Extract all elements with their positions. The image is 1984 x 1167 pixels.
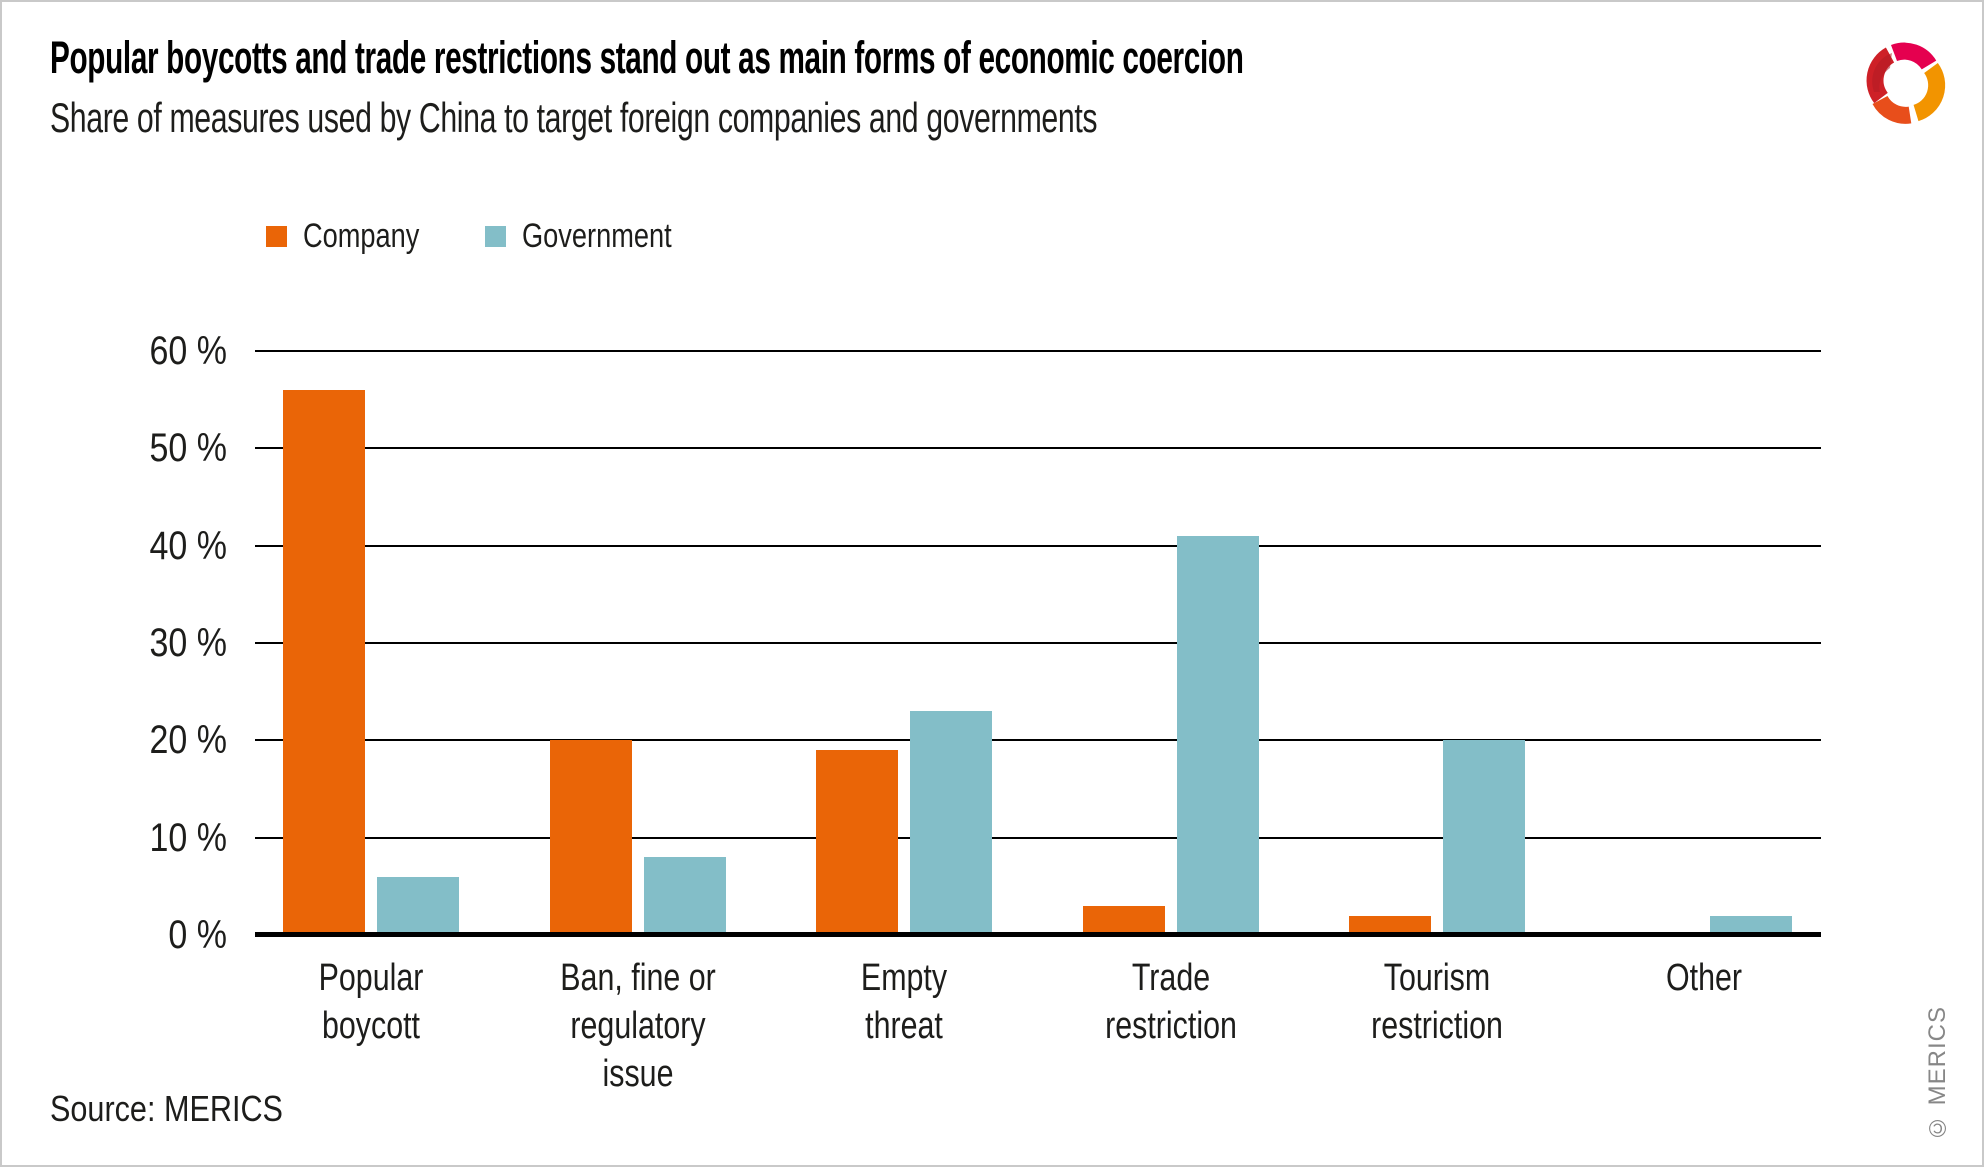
gridline-20 [255, 739, 1821, 742]
chart-title: Popular boycotts and trade restrictions … [50, 32, 1244, 83]
gridline-30 [255, 642, 1821, 644]
bar-company-1 [283, 390, 365, 935]
plot-area [255, 350, 1821, 937]
bar-government-5 [1443, 740, 1526, 935]
y-axis-label-50: 50 % [149, 426, 227, 471]
bar-government-4 [1176, 536, 1259, 935]
legend-swatch-government [485, 225, 506, 247]
bar-group-1 [283, 351, 459, 935]
gridline-10 [255, 836, 1821, 839]
bar-group-4 [1082, 351, 1259, 935]
bar-company-2 [549, 740, 632, 935]
bar-company-4 [1082, 906, 1165, 935]
legend-swatch-company [266, 225, 287, 247]
bar-company-5 [1349, 916, 1432, 935]
chart-subtitle: Share of measures used by China to targe… [50, 94, 1098, 141]
bar-group-2 [549, 351, 726, 935]
bar-group-5 [1349, 351, 1526, 935]
legend-item-government: Government [485, 214, 709, 258]
x-axis-label-2: Ban, fine or regulatory issue [559, 957, 716, 1095]
copyright-note: © MERICS [1924, 1005, 1951, 1141]
bar-government-3 [910, 711, 993, 935]
legend-label-government: Government [522, 216, 672, 255]
y-axis-label-40: 40 % [149, 523, 227, 568]
y-axis-label-20: 20 % [149, 718, 227, 763]
x-axis-label-3: Empty threat [861, 957, 948, 1047]
bar-government-1 [377, 877, 459, 935]
legend-label-company: Company [303, 216, 420, 255]
x-axis-label-4: Trade restriction [1104, 957, 1237, 1047]
y-axis-label-30: 30 % [149, 621, 227, 665]
merics-logo-icon [1866, 42, 1946, 124]
x-axis-label-6: Other [1665, 957, 1743, 999]
y-axis-label-0: 0 % [168, 913, 227, 957]
gridline-40 [255, 544, 1821, 547]
gridline-60 [255, 350, 1821, 352]
bar-group-6 [1616, 351, 1792, 935]
legend-item-company: Company [266, 214, 449, 258]
bar-group-3 [816, 351, 993, 935]
source-note: Source: MERICS [50, 1088, 283, 1129]
x-axis-baseline [255, 932, 1821, 937]
gridline-50 [255, 447, 1821, 450]
bar-company-3 [816, 750, 899, 935]
x-axis-label-5: Tourism restriction [1371, 957, 1504, 1047]
x-axis-label-1: Popular boycott [318, 957, 424, 1047]
y-axis-label-60: 60 % [149, 329, 227, 373]
y-axis-label-10: 10 % [149, 815, 227, 860]
bar-government-2 [643, 857, 726, 935]
bar-government-6 [1710, 916, 1792, 935]
